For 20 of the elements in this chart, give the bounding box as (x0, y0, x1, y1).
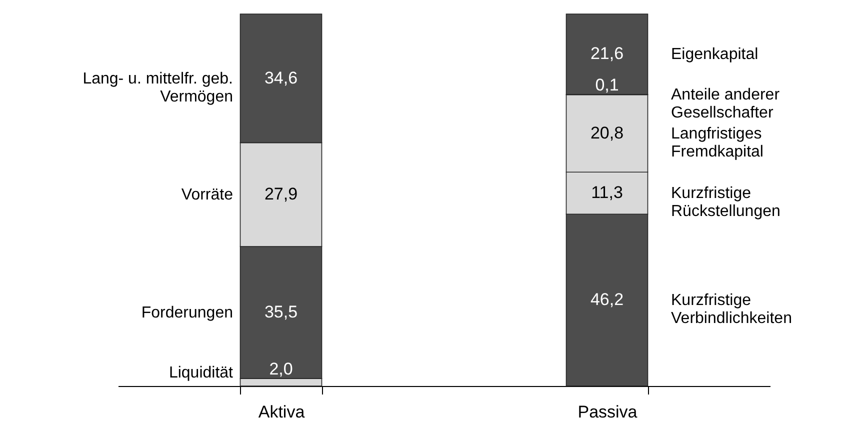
data-label: 35,5 (264, 302, 298, 322)
x-tick-label: Passiva (578, 402, 638, 422)
series-label: Eigenkapital (671, 46, 758, 64)
data-label: 34,6 (264, 68, 298, 88)
series-label: Kurzfristige Verbindlichkeiten (671, 292, 792, 328)
data-label: 0,1 (595, 75, 619, 94)
data-label: 20,8 (590, 123, 624, 142)
series-label: Liquidität (168, 364, 234, 382)
series-label: Kurzfristige Rückstellungen (671, 185, 780, 220)
series-label: Anteile anderer Gesellschafter (671, 86, 780, 122)
series-label: Langfristiges Fremdkapital (671, 125, 764, 160)
series-label: Forderungen (141, 304, 233, 322)
data-label: 46,2 (590, 290, 624, 310)
data-label: 21,6 (590, 44, 624, 64)
series-label: Vorräte (181, 186, 234, 204)
data-label: 27,9 (264, 184, 298, 204)
x-tick-label: Aktiva (258, 402, 306, 422)
data-label: 2,0 (269, 360, 293, 379)
data-label: 11,3 (591, 183, 623, 202)
series-label: Lang- u. mittelfr. geb. Vermögen (82, 70, 233, 106)
